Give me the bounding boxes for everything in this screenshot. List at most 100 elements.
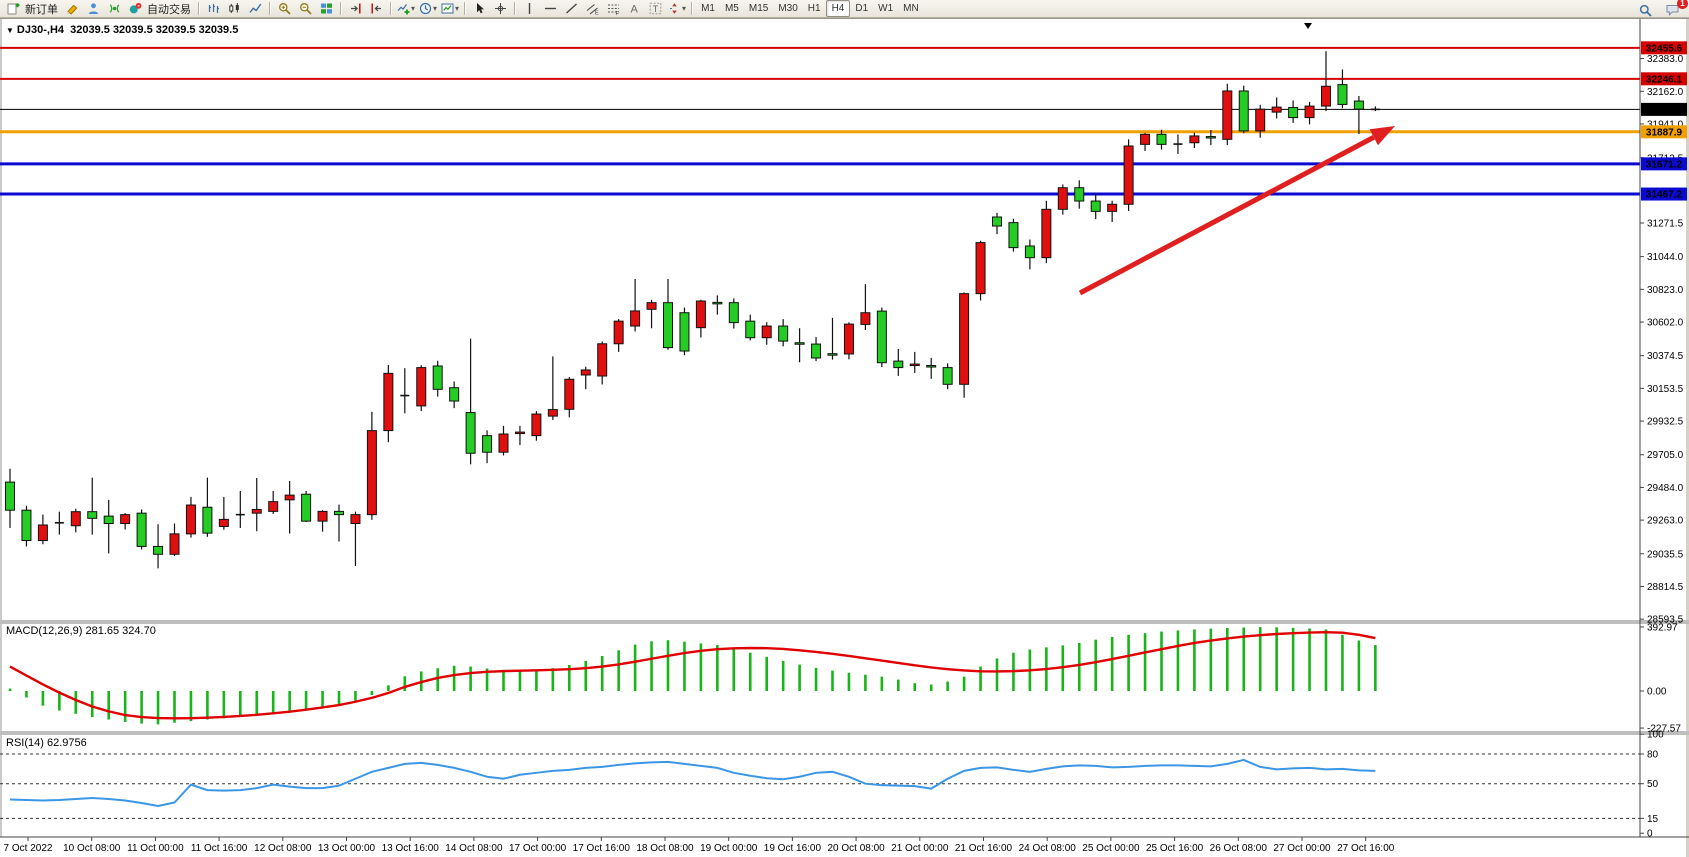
timeframe-m1-button[interactable]: M1 [701,3,715,14]
tile-windows-button[interactable] [317,0,336,17]
time-tick-label: 19 Oct 16:00 [764,843,822,854]
crosshair-button[interactable] [491,0,510,17]
object-marker-icon [1304,23,1312,29]
time-tick-label: 18 Oct 08:00 [636,843,694,854]
candle [909,363,920,367]
candle [1140,133,1151,145]
line-chart-button[interactable] [246,0,265,17]
time-tick-label: 24 Oct 08:00 [1019,843,1077,854]
price-badge [1641,102,1687,116]
fibonacci-button[interactable]: F [604,0,623,17]
time-tick-label: 12 Oct 08:00 [254,843,312,854]
time-tick-label: 11 Oct 00:00 [127,843,184,854]
toolbar: 新订单 自动交易 ▾ ▾ ▾ E F A T ▾ M1 M5 M15 M30 H1 H4 D1 W1 MN 1 [0,0,1689,18]
timeframe-w1-button[interactable]: W1 [878,3,894,14]
auto-scroll-button[interactable] [367,0,386,17]
indicators-button[interactable]: ▾ [396,0,416,17]
chart-shift-button[interactable] [346,0,365,17]
zoom-out-button[interactable] [296,0,315,17]
candle [416,367,427,407]
time-tick-label: 25 Oct 00:00 [1082,843,1140,854]
signals-button[interactable] [105,0,124,17]
candle [1090,200,1101,212]
candle [103,515,114,525]
candle [580,369,591,376]
candle [301,493,312,522]
bar-chart-button[interactable] [204,0,223,17]
timeframe-m5-button[interactable]: M5 [724,3,739,14]
timeframe-m15-button[interactable]: M15 [748,3,769,14]
candle [449,387,460,402]
candle [876,310,887,364]
price-tick-label: 30374.5 [1647,351,1684,362]
highlighter-button[interactable] [63,0,82,17]
candle [1353,100,1364,110]
candle [70,511,81,527]
timeframe-mn-button[interactable]: MN [903,3,919,14]
horizontal-line-button[interactable] [541,0,560,17]
chevron-down-icon: ▾ [455,4,460,13]
new-order-button[interactable] [4,0,23,17]
svg-text:E: E [595,11,599,16]
new-order-button-label: 新订单 [25,3,58,16]
timeframe-m30-button[interactable]: M30 [778,3,798,14]
candle [21,509,32,542]
time-tick-label: 17 Oct 00:00 [509,843,567,854]
candle [564,378,575,410]
time-tick-label: 21 Oct 16:00 [955,843,1013,854]
timeframe-h4-button[interactable]: H4 [825,0,851,17]
chart-canvas[interactable]: 32383.032162.031941.031712.531271.531044… [0,18,1689,857]
toolbar-buttons: 新订单 自动交易 ▾ ▾ ▾ E F A T ▾ M1 M5 M15 M30 H1 H4 D1 W1 MN [3,0,924,17]
macd-axis-label: 0.00 [1647,687,1667,698]
candle [811,343,822,359]
search-icon[interactable] [1636,2,1655,19]
price-tick-label: 31271.5 [1647,218,1684,229]
candle [202,506,213,534]
periods-button[interactable]: ▾ [418,0,438,17]
pane-separator [0,731,1689,735]
candle [498,433,509,453]
templates-button[interactable]: ▾ [440,0,460,17]
price-tick-label: 31044.0 [1647,252,1684,263]
notifications-button[interactable]: 1 [1662,0,1688,19]
candle [383,372,394,432]
time-tick-label: 10 Oct 08:00 [63,843,121,854]
profile-button[interactable] [84,0,103,17]
price-badge-label: 32455.6 [1646,43,1683,54]
time-tick-label: 27 Oct 00:00 [1273,843,1331,854]
vertical-line-button[interactable] [520,0,539,17]
candle [1156,133,1167,145]
time-tick-label: 7 Oct 2022 [4,843,53,854]
candlestick-chart-button[interactable] [225,0,244,17]
candle [1107,203,1118,212]
candle [169,533,180,555]
trend-arrow [1078,135,1375,296]
price-tick-label: 32383.0 [1647,54,1684,65]
price-tick-label: 28814.5 [1647,582,1684,593]
time-tick-label: 20 Oct 08:00 [827,843,885,854]
trendline-button[interactable] [562,0,581,17]
zoom-in-button[interactable] [275,0,294,17]
arrows-button[interactable]: ▾ [667,0,687,17]
candle [87,511,98,519]
rsi-axis-label: 80 [1647,750,1659,761]
text-label-button[interactable]: T [646,0,665,17]
chevron-down-icon: ▾ [411,4,416,13]
text-button[interactable]: A [625,0,644,17]
candle [860,312,871,325]
toolbar-right: 1 [1635,0,1688,19]
candle [531,413,542,437]
autotrading-button[interactable] [126,0,145,17]
timeframe-h1-button[interactable]: H1 [807,3,821,14]
candle [251,508,262,514]
toolbar-separator [269,2,271,15]
candle [514,431,525,435]
symbol-dropdown-icon[interactable]: ▼ [6,26,14,35]
candle [1337,84,1348,105]
timeframe-d1-button[interactable]: D1 [855,3,869,14]
cursor-button[interactable] [470,0,489,17]
equidistant-channel-button[interactable]: E [583,0,602,17]
candle [350,514,361,525]
candle [1057,187,1068,210]
time-tick-label: 25 Oct 16:00 [1146,843,1204,854]
